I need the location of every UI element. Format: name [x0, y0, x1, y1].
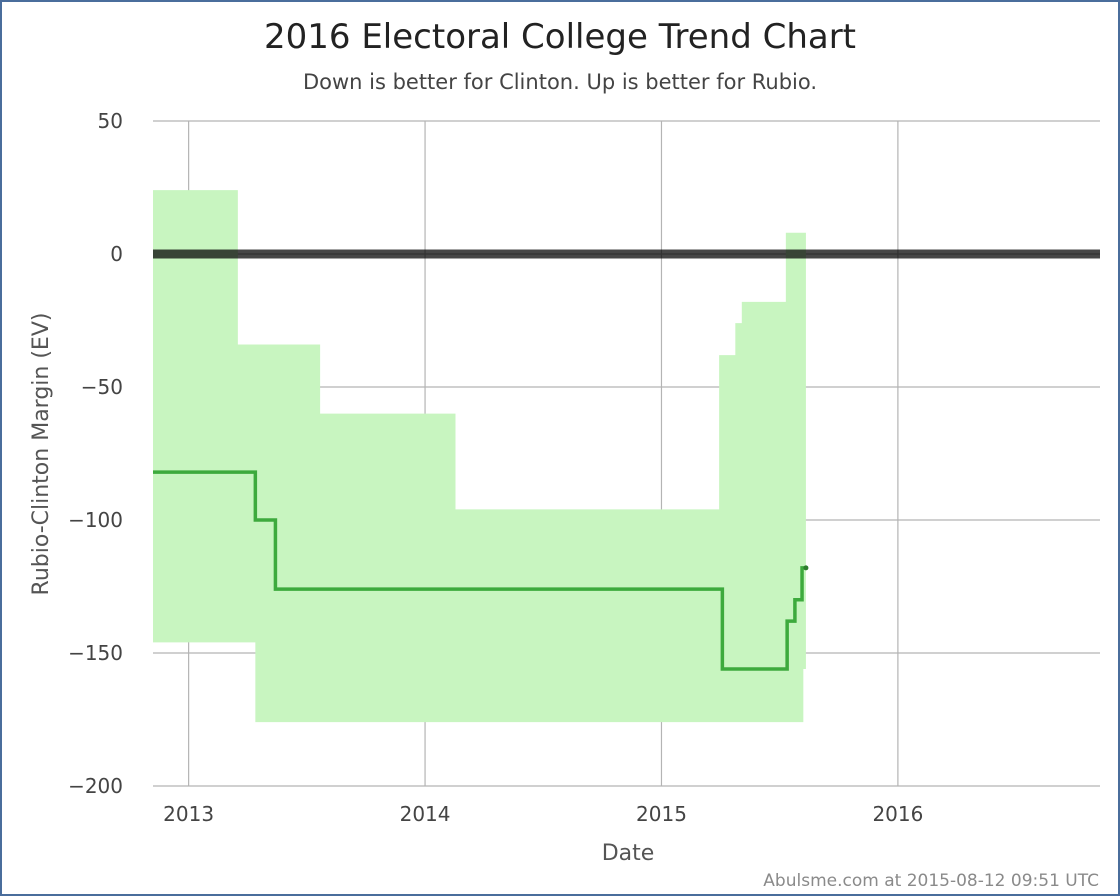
y-tick-label: −100 [68, 508, 123, 532]
tick-labels: 50 0 −50 −100 −150 −200 2013 2014 2015 2016 [68, 109, 923, 826]
x-tick-label: 2014 [400, 802, 451, 826]
x-tick-label: 2015 [636, 802, 687, 826]
chart-subtitle: Down is better for Clinton. Up is better… [303, 70, 817, 94]
x-tick-label: 2016 [872, 802, 923, 826]
x-axis-label: Date [602, 841, 655, 866]
range-band [153, 190, 806, 723]
credit-text: Abulsme.com at 2015-08-12 09:51 UTC [763, 871, 1099, 891]
margin-step-line [153, 470, 806, 671]
margin-line [153, 470, 809, 671]
y-axis-label: Rubio-Clinton Margin (EV) [29, 313, 54, 596]
y-tick-label: 0 [110, 242, 123, 266]
y-tick-label: −50 [81, 375, 123, 399]
range-band-area [153, 190, 806, 723]
chart-title: 2016 Electoral College Trend Chart [264, 17, 856, 57]
y-tick-label: 50 [98, 109, 123, 133]
y-tick-label: −150 [68, 641, 123, 665]
latest-point [803, 565, 809, 571]
x-tick-label: 2013 [163, 802, 214, 826]
y-tick-label: −200 [68, 774, 123, 798]
